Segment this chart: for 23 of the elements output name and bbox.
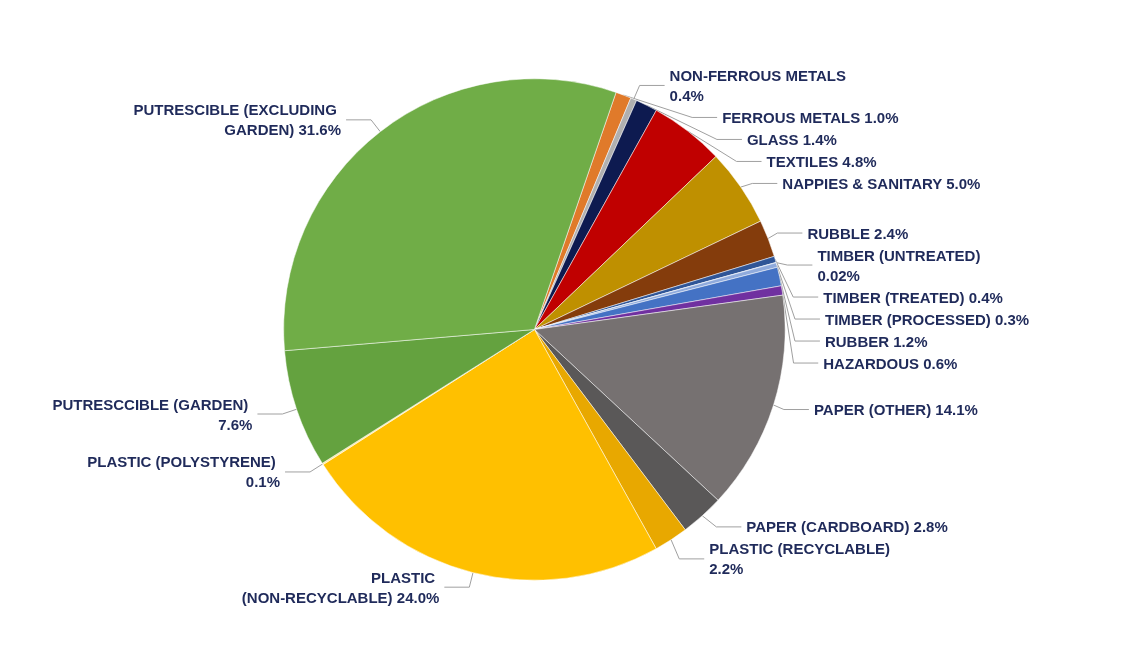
slice-label: TIMBER (TREATED) 0.4% [823,288,1003,306]
slice-label: PUTRESCCIBLE (GARDEN) [52,395,253,413]
slice-label: FERROUS METALS 1.0% [722,108,899,126]
slice-label: RUBBER 1.2% [824,332,928,350]
slice-label: RUBBLE 2.4% [807,224,909,242]
slice-label: PLASTIC (RECYCLABLE) [709,540,895,558]
slice-label: TIMBER (PROCESSED) 0.3% [824,310,1030,328]
slice-label: PLASTIC (NON-RECYCLABLE) 24.0% [241,568,440,606]
slice-label: PUTRESCIBLE (EXCLUDING GARDEN) 31.6% [133,101,342,139]
data-label: 0.1% [245,473,281,491]
slice-label: TEXTILES 4.8% [766,152,877,170]
data-label: 2.2% [709,560,744,578]
slice-label: GLASS 1.4% [746,130,837,148]
data-label: 7.6% [218,415,253,433]
data-label: 0.4% [669,86,704,104]
slice-label: TIMBER (UNTREATED) [817,246,985,264]
data-label: 0.02% [817,266,860,284]
slice-label: PLASTIC (POLYSTYRENE) [87,453,281,471]
slice-label: PAPER (CARDBOARD) 2.8% [746,518,948,536]
slice-label: HAZARDOUS 0.6% [823,354,958,372]
slice-label: NAPPIES & SANITARY 5.0% [782,174,981,192]
slice-label: PAPER (OTHER) 14.1% [813,401,978,419]
slice-label: NON-FERROUS METALS [669,66,851,84]
